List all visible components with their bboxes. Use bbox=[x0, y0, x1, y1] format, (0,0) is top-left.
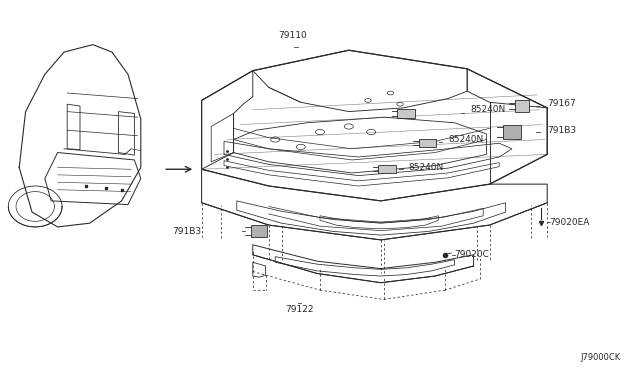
Polygon shape bbox=[503, 125, 521, 139]
Text: 85240N: 85240N bbox=[470, 105, 506, 114]
Text: 79020C: 79020C bbox=[454, 250, 489, 259]
Text: 79122: 79122 bbox=[285, 305, 314, 314]
Text: 79020EA: 79020EA bbox=[549, 218, 589, 227]
Polygon shape bbox=[378, 165, 396, 173]
Polygon shape bbox=[397, 109, 415, 118]
Text: 79167: 79167 bbox=[547, 99, 576, 108]
Text: 85240N: 85240N bbox=[448, 135, 483, 144]
Polygon shape bbox=[252, 225, 268, 237]
Text: 85240N: 85240N bbox=[408, 163, 444, 171]
Text: J79000CK: J79000CK bbox=[580, 353, 621, 362]
Text: 79110: 79110 bbox=[278, 31, 307, 40]
Text: 791B3: 791B3 bbox=[547, 126, 577, 135]
Polygon shape bbox=[419, 139, 436, 147]
Text: 791B3: 791B3 bbox=[172, 227, 202, 236]
Polygon shape bbox=[515, 100, 529, 112]
